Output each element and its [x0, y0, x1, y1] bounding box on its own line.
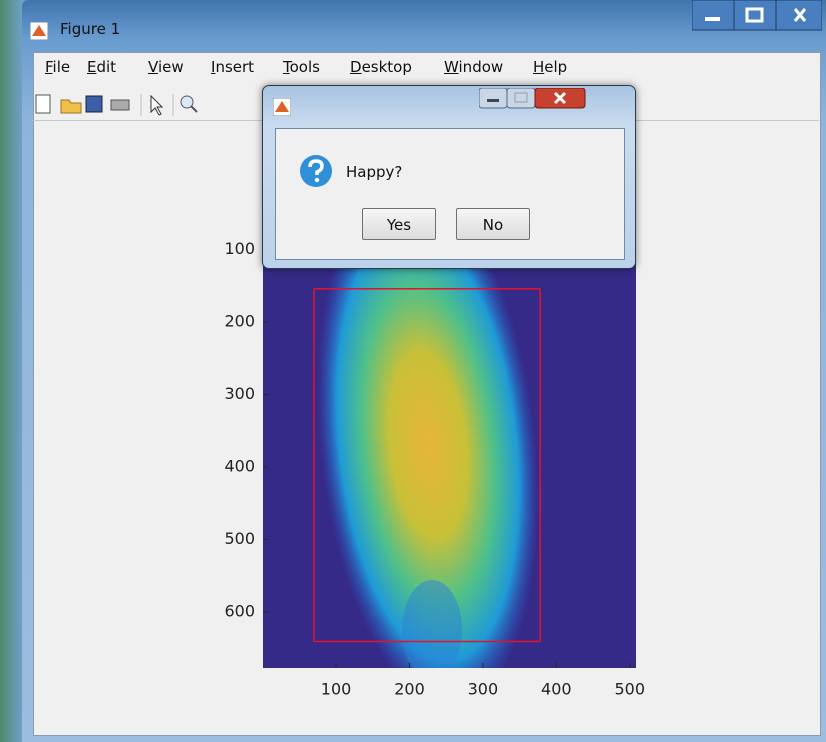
dialog-minimize[interactable]: [479, 88, 507, 108]
dialog-icon: [273, 98, 291, 116]
y-tick-label: 600: [224, 601, 255, 620]
dialog-controls: [479, 88, 629, 114]
dialog-button[interactable]: No: [456, 208, 530, 240]
x-tick-label: 300: [468, 680, 499, 699]
dialog-button[interactable]: Yes: [362, 208, 436, 240]
dialog: Happy? Yes No: [262, 85, 636, 269]
y-tick-label: 500: [224, 529, 255, 548]
image-stem: [402, 580, 462, 680]
y-tick-label: 400: [224, 456, 255, 475]
x-tick-label: 400: [541, 680, 572, 699]
x-tick-label: 500: [614, 680, 645, 699]
x-tick-label: 100: [321, 680, 352, 699]
y-tick-label: 200: [224, 312, 255, 331]
question-icon: [299, 154, 333, 188]
dialog-message: Happy?: [346, 163, 402, 181]
x-tick-label: 200: [394, 680, 425, 699]
y-tick-label: 300: [224, 384, 255, 403]
y-tick-label: 100: [224, 239, 255, 258]
screen: Figure 1 FileEditViewInsertToolsDesktopW…: [0, 0, 826, 742]
dialog-maximize: [507, 88, 535, 108]
dialog-panel: Happy? Yes No: [275, 128, 625, 260]
